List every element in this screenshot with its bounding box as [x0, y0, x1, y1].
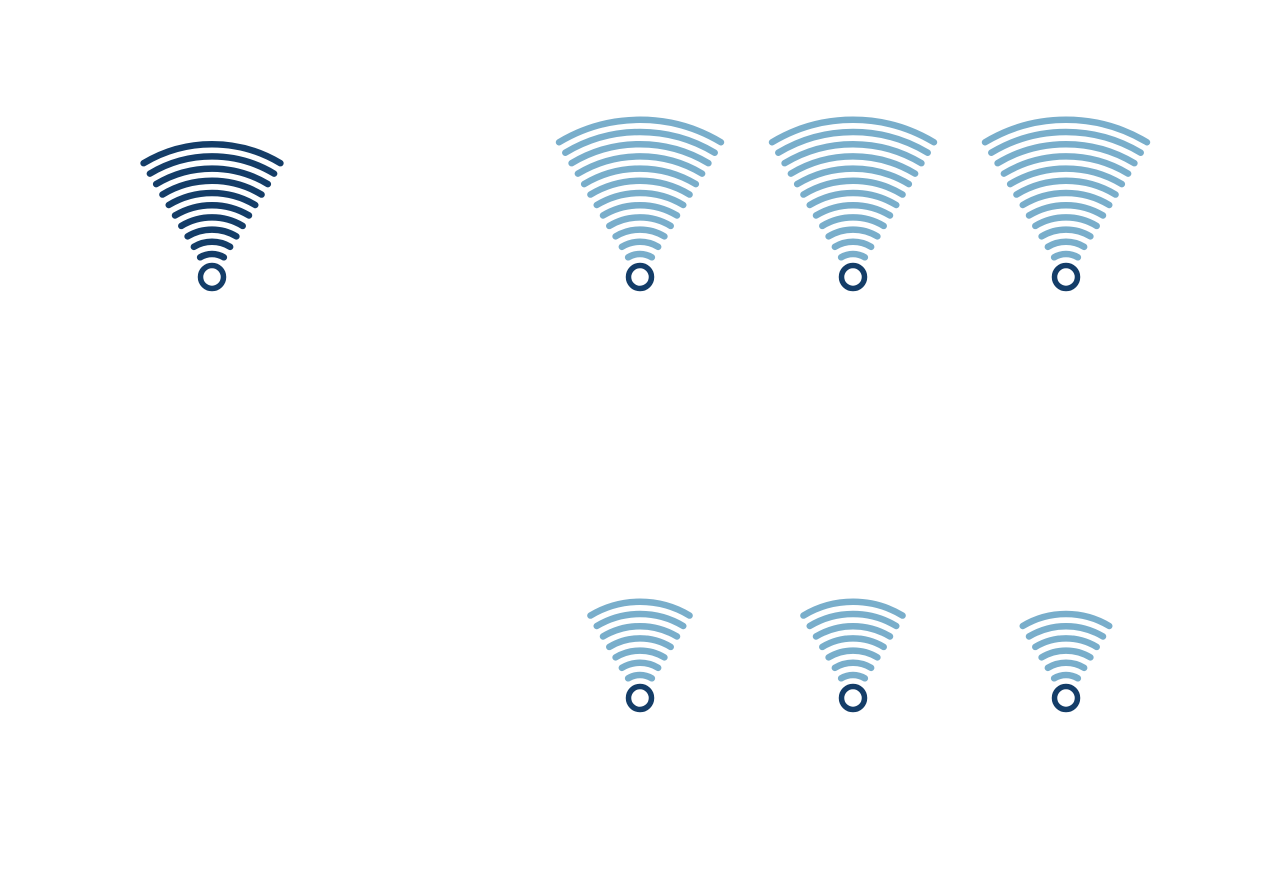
signal-wave-arc [612, 647, 668, 661]
signal-wave-arc [994, 141, 1138, 167]
signal-wave-arc [624, 250, 656, 261]
signal-source-dot [197, 262, 227, 292]
signal-wave-arc [1038, 226, 1094, 240]
signal-source-dot [625, 683, 655, 713]
signal-wave-arc [599, 622, 681, 640]
signal-wave-arc [196, 250, 228, 261]
signal-wave-arc [574, 153, 706, 177]
signal-wave-arc [190, 238, 234, 251]
signal-wave-arc [1032, 214, 1100, 230]
signal-wave-arc [587, 598, 693, 619]
signal-wave-arc [819, 214, 887, 230]
signal-wave-arc [593, 189, 687, 209]
signal-wave-arc [825, 226, 881, 240]
signal-wave-arc [140, 141, 284, 167]
signal-icon [1019, 610, 1113, 713]
signal-wave-arc [768, 116, 938, 146]
signal-icon [981, 116, 1151, 292]
signal-wave-arc [1013, 177, 1119, 198]
signal-wave-arc [1025, 201, 1107, 219]
signal-wave-arc [587, 177, 693, 198]
signal-icon [140, 141, 284, 292]
signal-wave-arc [1044, 659, 1088, 672]
signal-wave-arc [178, 214, 246, 230]
signal-wave-arc [1044, 238, 1088, 251]
signal-wave-arc [555, 116, 725, 146]
signal-wave-arc [787, 153, 919, 177]
signal-wave-arc [812, 622, 894, 640]
signal-wave-arc [1019, 189, 1113, 209]
signal-source-dot [1051, 683, 1081, 713]
signal-wave-arc [146, 153, 278, 177]
signal-icon [768, 116, 938, 292]
signal-wave-arc [806, 610, 900, 630]
signal-wave-arc [606, 635, 674, 651]
signal-wave-arc [1050, 671, 1082, 682]
signal-icon [555, 116, 725, 292]
signal-wave-arc [819, 635, 887, 651]
signal-wave-arc [165, 189, 259, 209]
signal-wave-arc [1050, 250, 1082, 261]
signal-icon [587, 598, 693, 713]
signal-wave-arc [159, 177, 265, 198]
signal-wave-arc [171, 201, 253, 219]
signal-wave-arc [568, 141, 712, 167]
signal-icon [800, 598, 906, 713]
signal-wave-arc [612, 226, 668, 240]
signal-wave-arc [800, 598, 906, 619]
signal-wave-arc [831, 659, 875, 672]
signal-wave-arc [1000, 153, 1132, 177]
signal-source-dot [1051, 262, 1081, 292]
signal-wave-arc [837, 671, 869, 682]
signal-wave-arc [1025, 622, 1107, 640]
signal-wave-arc [1019, 610, 1113, 630]
signal-wave-arc [606, 214, 674, 230]
signal-wave-arc [812, 201, 894, 219]
signal-wave-arc [825, 647, 881, 661]
signal-source-dot [838, 262, 868, 292]
signal-wave-arc [618, 659, 662, 672]
signal-wave-arc [184, 226, 240, 240]
signal-wave-arc [624, 671, 656, 682]
signal-source-dot [838, 683, 868, 713]
signal-wave-arc [806, 189, 900, 209]
signal-wave-arc [593, 610, 687, 630]
signal-wave-arc [1006, 165, 1126, 188]
signal-wave-arc [793, 165, 913, 188]
signal-wave-arc [775, 128, 931, 156]
signal-wave-arc [988, 128, 1144, 156]
signal-source-dot [625, 262, 655, 292]
signal-wave-arc [781, 141, 925, 167]
signal-wave-arc [1032, 635, 1100, 651]
signal-wave-arc [618, 238, 662, 251]
signal-wave-arc [580, 165, 700, 188]
signal-wave-arc [1038, 647, 1094, 661]
signal-wave-arc [831, 238, 875, 251]
signal-wave-arc [562, 128, 718, 156]
signal-wave-arc [981, 116, 1151, 146]
signal-wave-arc [800, 177, 906, 198]
signal-wave-arc [599, 201, 681, 219]
signal-wave-arc [152, 165, 272, 188]
signal-wave-arc [837, 250, 869, 261]
